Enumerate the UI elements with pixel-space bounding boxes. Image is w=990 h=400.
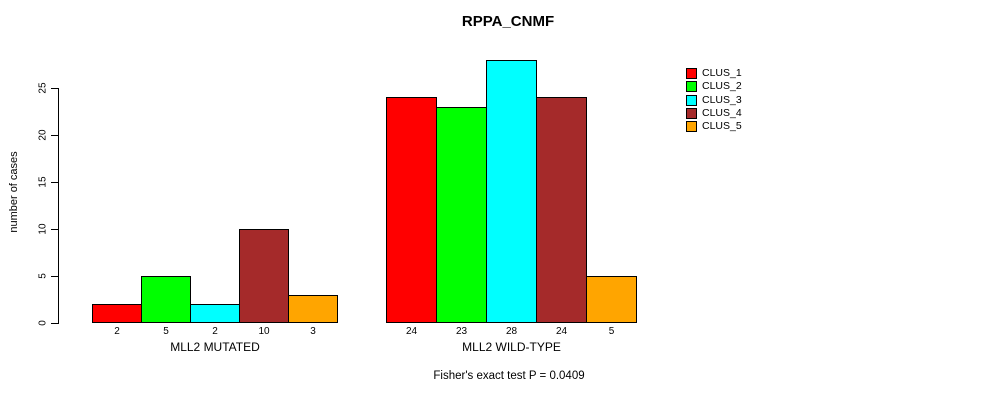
bar-value-label: 3 [310,326,316,337]
legend-color-swatch [686,94,697,106]
y-axis-line [58,88,59,324]
y-tick-label: 15 [37,176,49,188]
chart-title: RPPA_CNMF [461,13,555,30]
y-tick-label: 10 [37,223,49,235]
y-tick-label: 5 [37,273,49,279]
legend-color-swatch [686,121,697,133]
y-axis-label: number of cases [8,151,20,233]
legend-color-swatch [686,68,697,80]
legend-label: CLUS_2 [702,80,742,93]
legend-color-swatch [686,81,697,93]
bar [190,304,240,323]
legend-item: CLUS_5 [686,120,742,133]
bar [92,304,142,323]
y-tick [51,135,59,136]
legend-label: CLUS_1 [702,67,742,80]
legend-item: CLUS_1 [686,67,742,80]
y-tick-label: 25 [37,82,49,94]
bar-value-label: 2 [212,326,218,337]
y-tick-label: 20 [37,129,49,141]
bar-value-label: 28 [505,326,518,337]
legend-label: CLUS_5 [702,120,742,133]
bar-value-label: 5 [608,326,615,337]
y-tick-label: 0 [37,320,49,326]
bar-value-label: 2 [114,326,120,337]
bar-value-label: 10 [258,326,270,337]
bar [141,276,191,323]
y-tick [51,229,59,230]
legend: CLUS_1 CLUS_2 CLUS_3 CLUS_4 CLUS_5 [686,67,742,133]
legend-item: CLUS_4 [686,107,742,120]
bar [536,97,587,323]
legend-item: CLUS_3 [686,94,742,107]
group-label: MLL2 MUTATED [170,340,260,354]
bar [386,97,437,323]
bar [436,107,487,323]
bar [239,229,289,323]
bar-value-label: 23 [455,326,468,337]
legend-label: CLUS_3 [702,93,742,106]
bar [586,276,637,323]
fisher-test-annotation: Fisher's exact test P = 0.0409 [433,370,585,382]
legend-item: CLUS_2 [686,80,742,93]
bar [486,60,537,323]
legend-label: CLUS_4 [702,107,742,120]
legend-color-swatch [686,108,697,120]
group-label: MLL2 WILD-TYPE [462,340,561,354]
y-tick [51,182,59,183]
y-tick [51,323,59,324]
y-tick [51,276,59,277]
bar [288,295,338,323]
bar-value-label: 24 [555,326,568,337]
y-tick [51,88,59,89]
bar-value-label: 5 [163,326,169,337]
bar-value-label: 24 [405,326,418,337]
